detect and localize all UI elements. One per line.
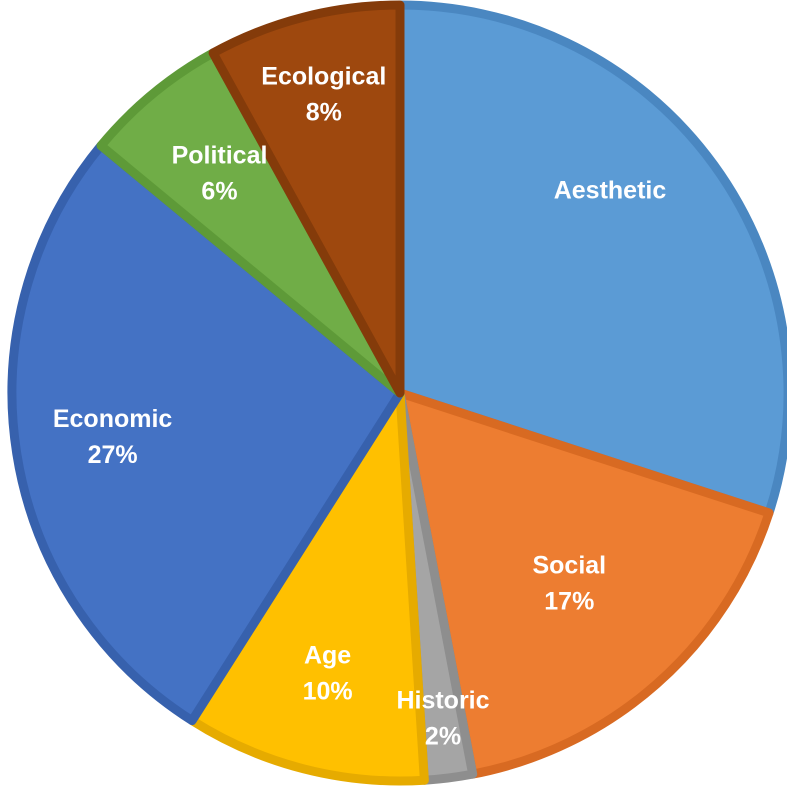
pie-slice-social xyxy=(395,388,774,779)
slice-label-historic: Historic xyxy=(396,687,489,715)
slice-label-political: Political xyxy=(172,141,268,169)
slice-label-aesthetic: Aesthetic xyxy=(554,177,667,205)
slice-label-age: Age xyxy=(304,642,351,670)
slice-label-economic: Economic xyxy=(53,405,173,433)
pie-slice-ecological xyxy=(208,0,405,398)
pie-labels: Aesthetic Social 17% Historic 2% Age 10% Econom… xyxy=(53,63,667,751)
pie-slice-age xyxy=(187,388,429,786)
slice-percent-age: 10% xyxy=(303,678,353,706)
slice-percent-historic: 2% xyxy=(425,723,461,751)
slice-percent-economic: 27% xyxy=(88,441,138,469)
slice-percent-political: 6% xyxy=(201,177,237,205)
slice-label-social: Social xyxy=(532,552,606,580)
slice-label-ecological: Ecological xyxy=(261,63,386,91)
slice-percent-social: 17% xyxy=(544,588,594,616)
slice-percent-ecological: 8% xyxy=(306,99,342,127)
pie-slices xyxy=(7,0,787,786)
pie-slice-aesthetic xyxy=(395,0,787,518)
pie-slice-economic xyxy=(7,141,405,726)
